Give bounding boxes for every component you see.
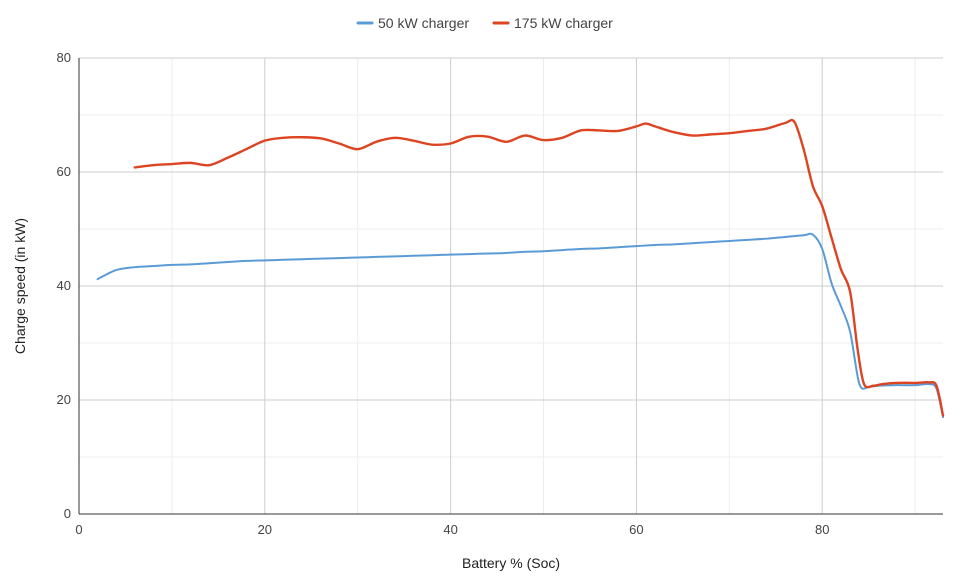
x-tick-label: 80 — [815, 522, 829, 537]
series-line-1 — [133, 118, 945, 417]
y-tick-label: 60 — [57, 164, 71, 179]
series-line-0 — [96, 232, 944, 419]
y-tick-label: 0 — [64, 506, 71, 521]
legend-label-1: 175 kW charger — [514, 15, 613, 31]
x-tick-label: 20 — [258, 522, 272, 537]
y-axis-title: Charge speed (in kW) — [12, 218, 28, 354]
legend-label-0: 50 kW charger — [378, 15, 469, 31]
x-tick-label: 40 — [443, 522, 457, 537]
y-tick-label: 40 — [57, 278, 71, 293]
x-tick-label: 0 — [75, 522, 82, 537]
x-tick-label: 60 — [629, 522, 643, 537]
y-tick-label: 20 — [57, 392, 71, 407]
x-axis-title: Battery % (Soc) — [462, 555, 560, 571]
y-tick-label: 80 — [57, 50, 71, 65]
